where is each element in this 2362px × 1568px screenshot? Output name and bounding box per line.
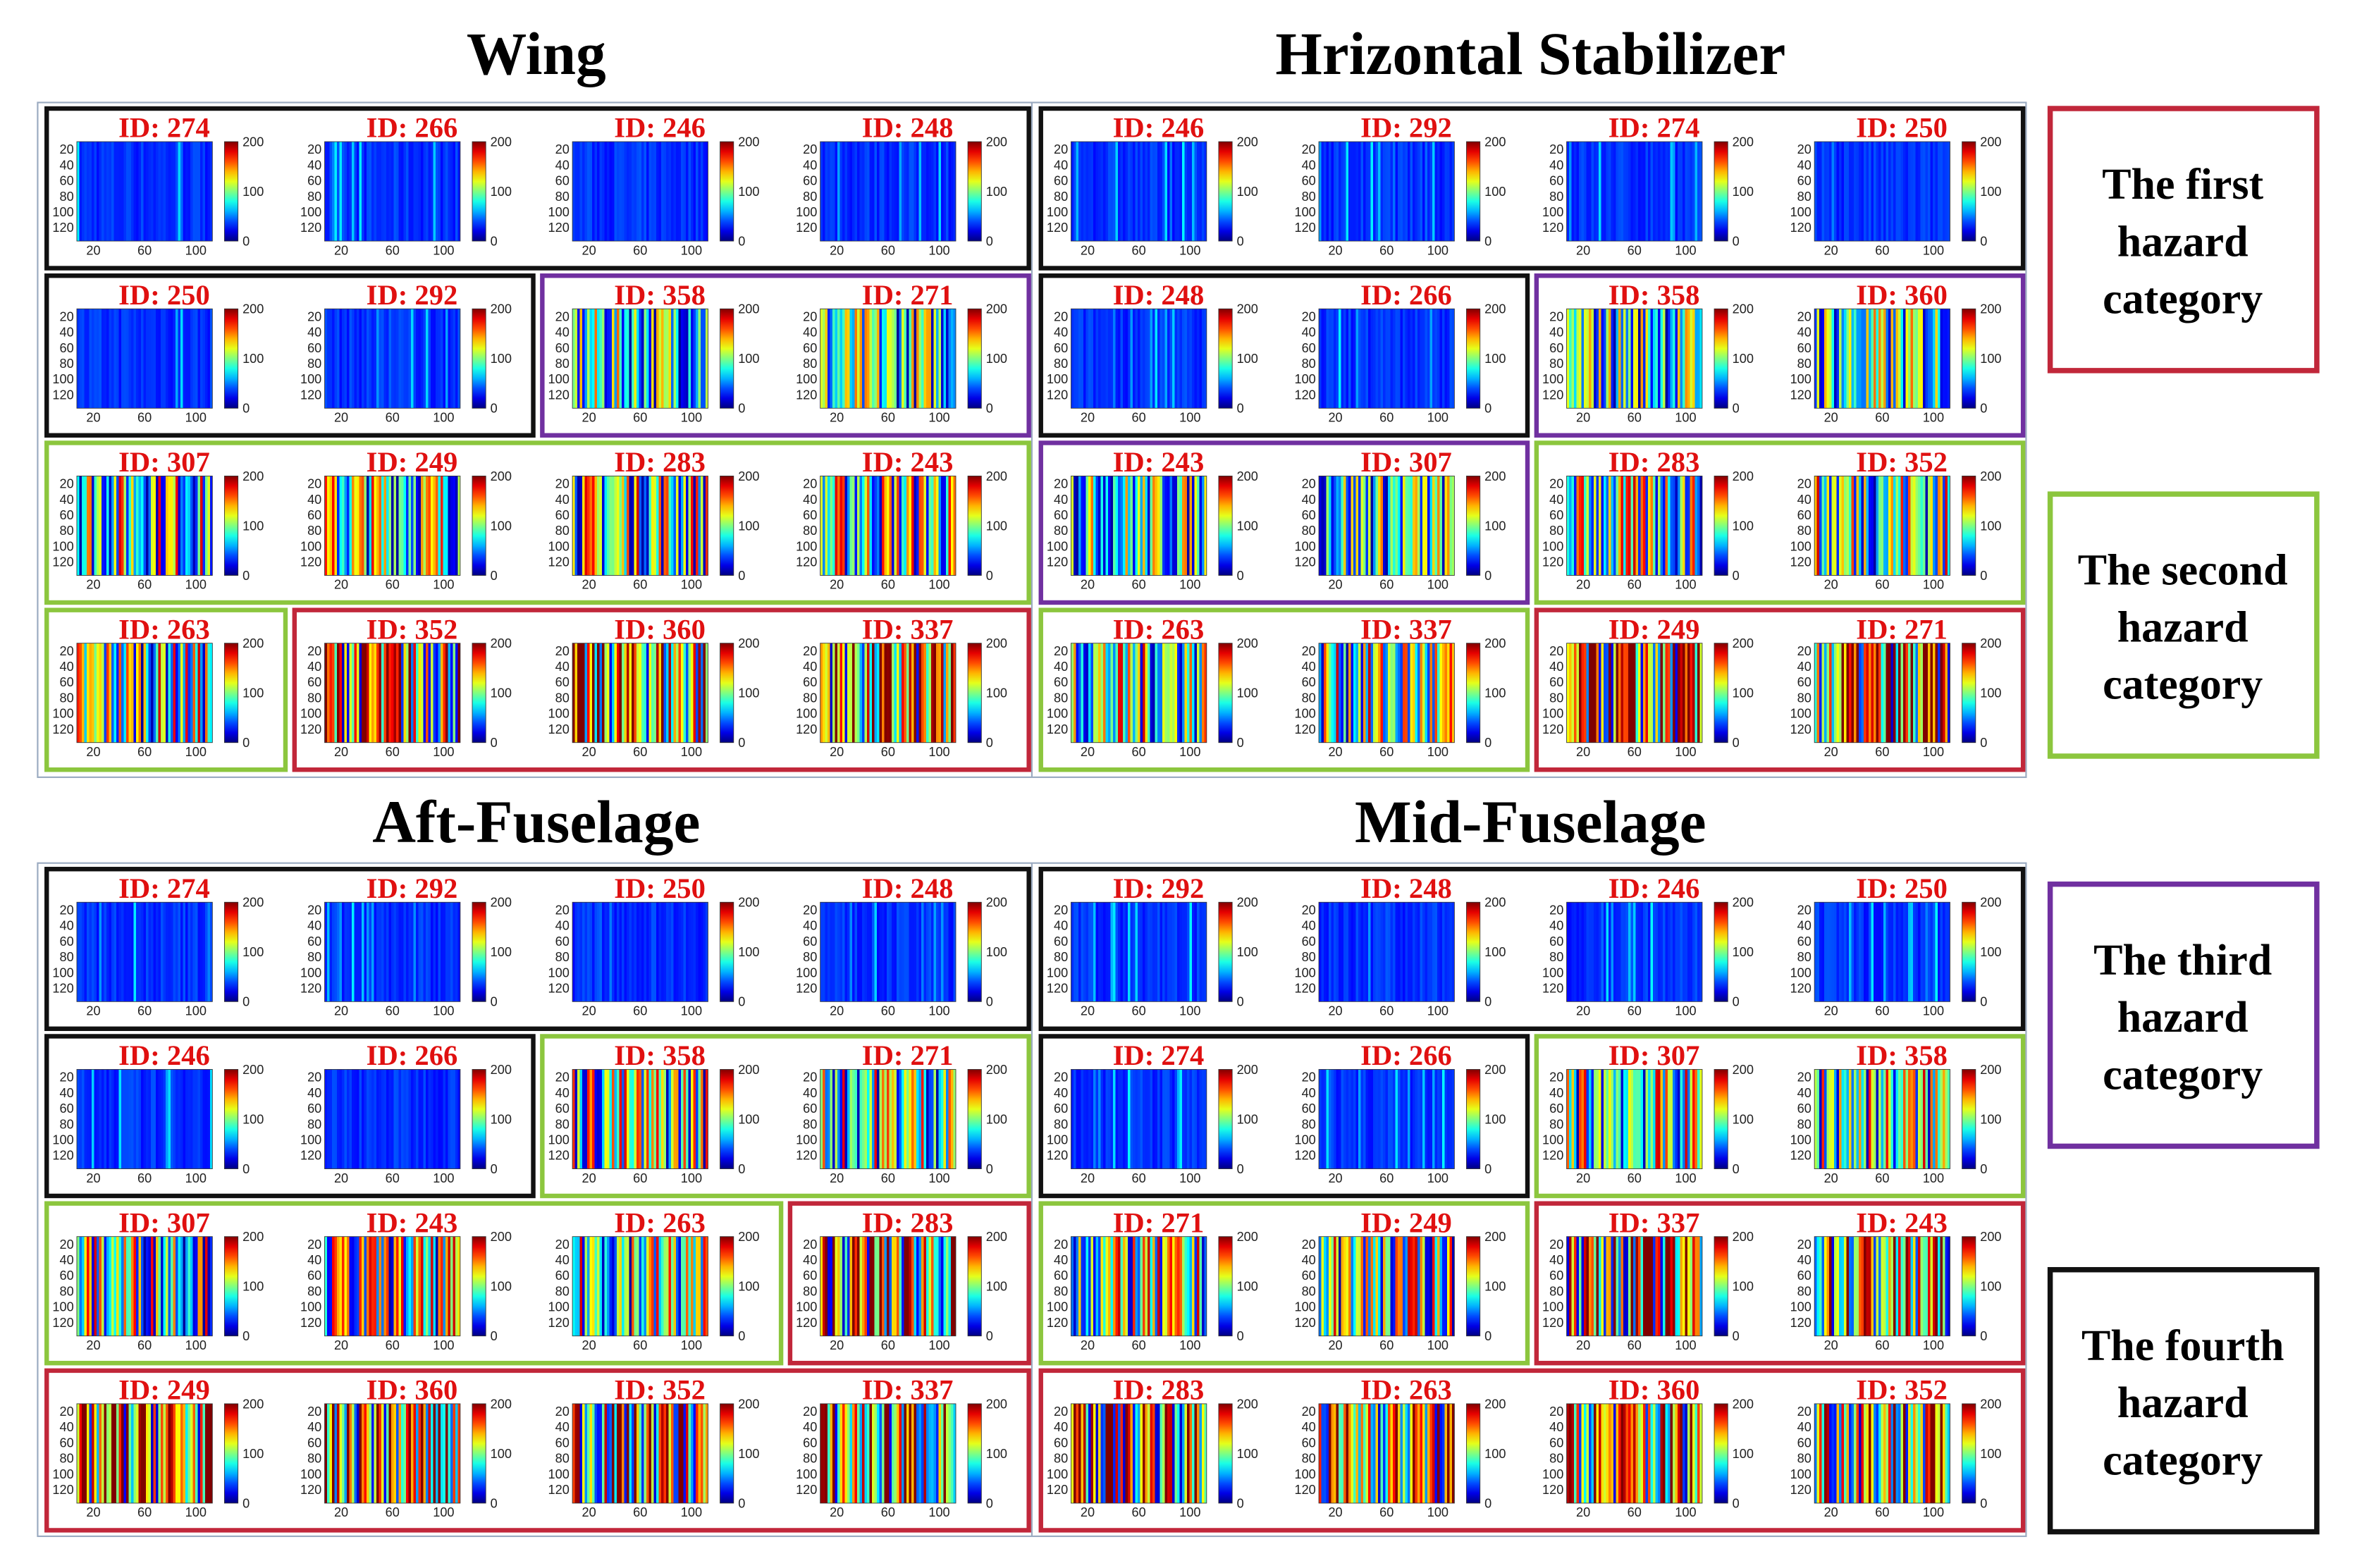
page: {"panels": [ {"title": "Wing", "rows": [… [37,20,2320,1538]
